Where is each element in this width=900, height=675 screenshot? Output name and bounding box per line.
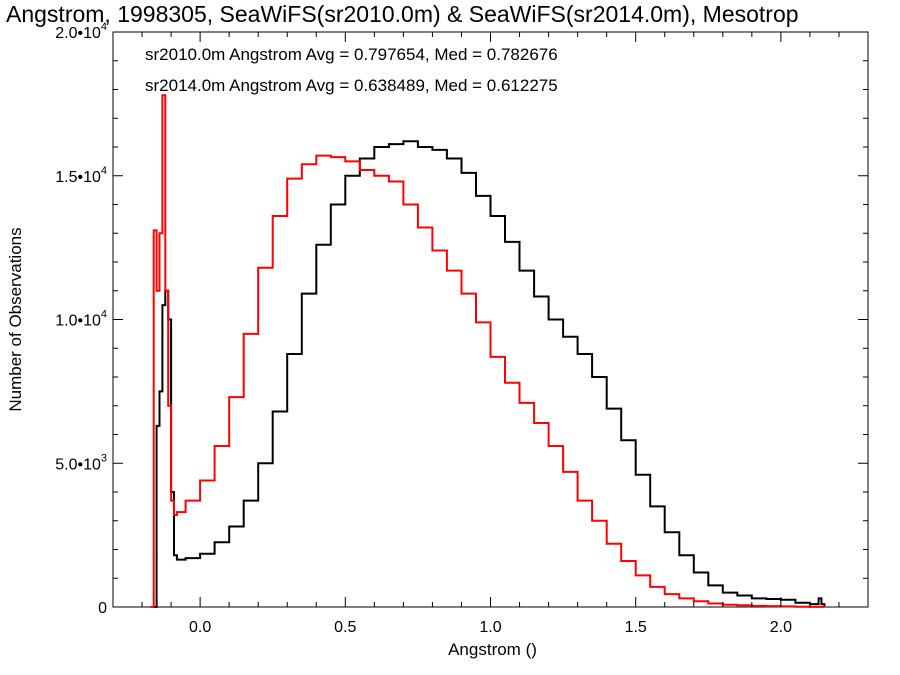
y-axis-label: Number of Observations (6, 227, 25, 411)
series-line-sr2010 (150, 140, 826, 608)
x-axis-label: Angstrom () (448, 640, 537, 659)
y-tick-label: 1.0•104 (55, 309, 107, 330)
annotation-sr2014: sr2014.0m Angstrom Avg = 0.638489, Med =… (145, 76, 558, 95)
x-tick-label: 0.0 (189, 619, 211, 636)
series-line-sr2014 (150, 94, 826, 608)
plot-frame (112, 31, 869, 608)
x-tick-label: 1.5 (625, 619, 647, 636)
x-tick-label: 2.0 (770, 619, 792, 636)
x-tick-label: 1.0 (479, 619, 501, 636)
series-layer (150, 94, 826, 608)
y-tick-label: 1.5•104 (55, 165, 107, 186)
y-tick-label: 2.0•104 (55, 21, 107, 42)
y-tick-label: 5.0•103 (55, 452, 107, 473)
ticks-layer: 0.0 0.5 1.0 1.5 2.0 0 5.0•103 1.0•104 1.5•104 2.0… (55, 21, 868, 636)
chart-title: Angstrom, 1998305, SeaWiFS(sr2010.0m) & … (6, 1, 799, 27)
annotation-sr2010: sr2010.0m Angstrom Avg = 0.797654, Med =… (145, 45, 558, 64)
y-tick-label: 0 (98, 600, 107, 617)
x-tick-label: 0.5 (334, 619, 356, 636)
